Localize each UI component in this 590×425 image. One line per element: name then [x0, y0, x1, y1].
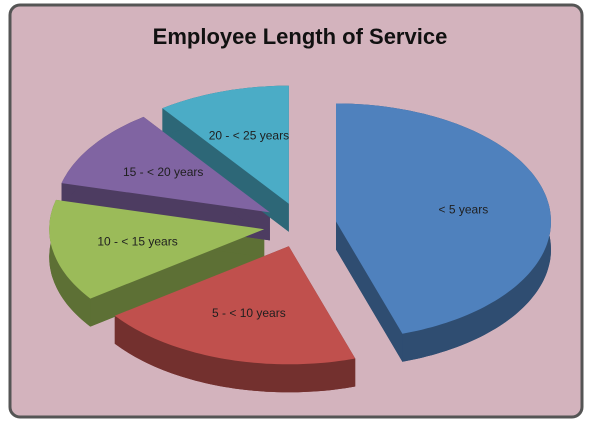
slice-rim [114, 315, 356, 393]
slice-label: 5 - < 10 years [212, 306, 286, 320]
slice [49, 199, 265, 299]
chart-title: Employee Length of Service [153, 24, 448, 49]
slice-labels: < 5 years 5 - < 10 years 10 - < 15 years 15… [97, 129, 488, 320]
slice [162, 85, 289, 204]
slice-wall [90, 229, 265, 327]
slice-rim [49, 199, 91, 327]
slice-label: 10 - < 15 years [97, 235, 177, 249]
slice-wall [336, 221, 403, 362]
slice [336, 103, 551, 334]
slice [61, 116, 270, 213]
slice-label: 15 - < 20 years [123, 165, 203, 179]
slice-label: 20 - < 25 years [209, 129, 289, 143]
slice-tops [49, 85, 551, 365]
slice-label: < 5 years [439, 203, 489, 217]
slice-wall [162, 108, 289, 232]
slice [114, 246, 356, 365]
